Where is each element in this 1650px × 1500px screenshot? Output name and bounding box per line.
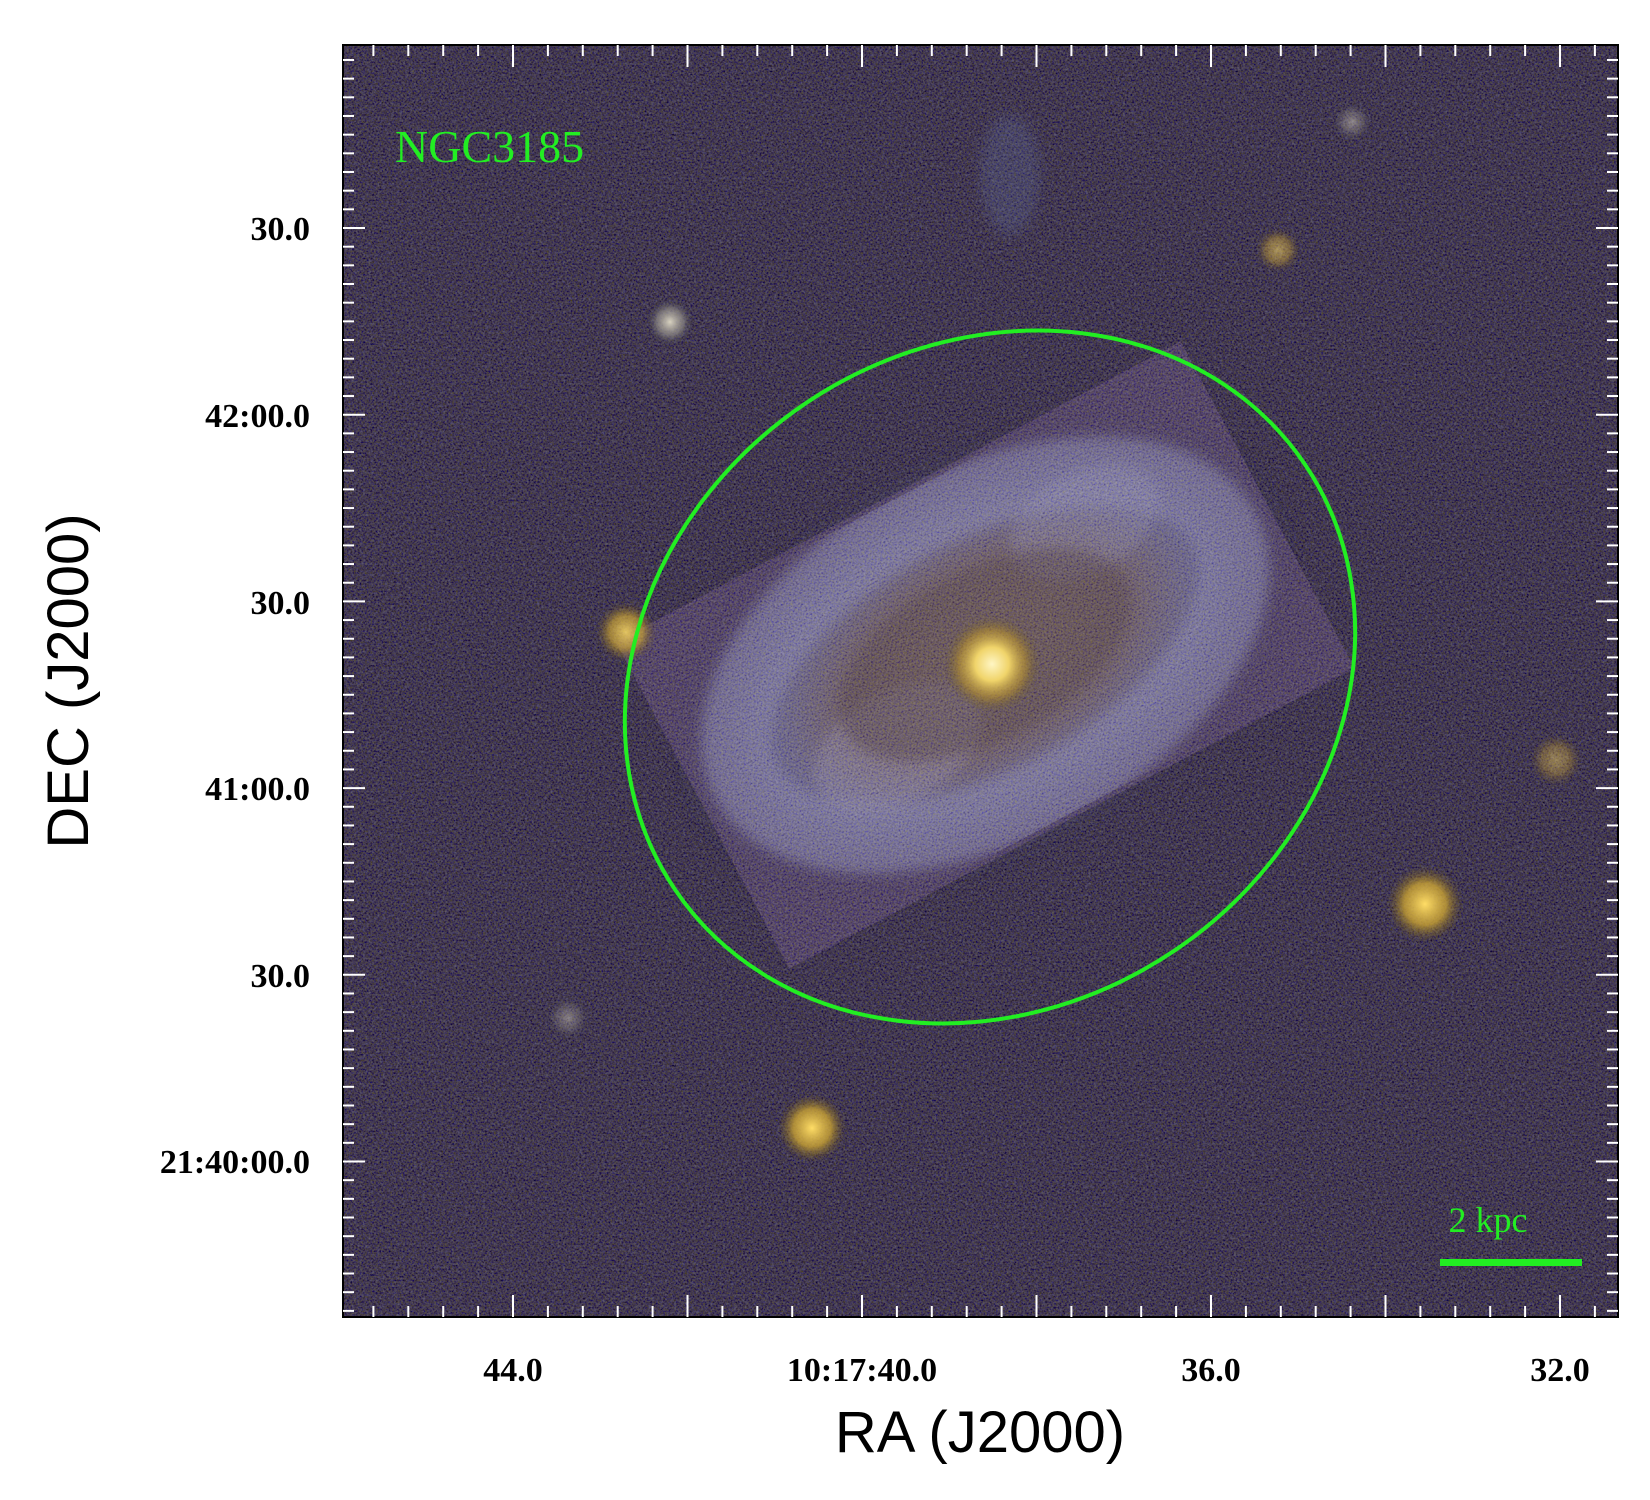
y-axis-title: DEC (J2000) <box>36 513 101 848</box>
y-tick-label: 21:40:00.0 <box>160 1144 310 1181</box>
galaxy-disk <box>680 426 1290 884</box>
x-tick-label: 10:17:40.0 <box>787 1352 937 1389</box>
aperture-ellipse <box>622 328 1358 1026</box>
image-frame <box>342 44 1619 1318</box>
scale-bar <box>1440 1259 1582 1266</box>
star-source <box>1256 228 1300 272</box>
y-tick-label: 41:00.0 <box>205 771 310 808</box>
star-source <box>1332 102 1372 142</box>
x-tick-labels: 44.0 10:17:40.0 36.0 32.0 <box>483 1352 1590 1389</box>
y-tick-label: 30.0 <box>251 585 311 622</box>
sky-image: NGC3185 2 kpc <box>343 45 1618 1317</box>
diffuse-emission <box>980 115 1040 235</box>
star-source <box>1387 866 1463 942</box>
x-tick-label: 32.0 <box>1530 1352 1590 1389</box>
galaxy-nucleus <box>944 616 1040 712</box>
x-tick-label: 36.0 <box>1181 1352 1241 1389</box>
y-tick-label: 30.0 <box>251 211 311 248</box>
y-tick-label: 30.0 <box>251 958 311 995</box>
star-source <box>596 602 656 662</box>
star-source <box>778 1094 846 1162</box>
star-source <box>646 298 694 346</box>
y-tick-label: 42:00.0 <box>205 398 310 435</box>
axis-ticks <box>343 45 1618 1317</box>
object-label: NGC3185 <box>395 121 584 172</box>
x-axis-title: RA (J2000) <box>835 1400 1125 1465</box>
scale-bar-label: 2 kpc <box>1449 1200 1528 1240</box>
y-tick-labels: 30.0 42:00.0 30.0 41:00.0 30.0 21:40:00.… <box>160 211 310 1181</box>
x-tick-label: 44.0 <box>483 1352 543 1389</box>
star-source <box>1530 734 1582 786</box>
star-source <box>546 996 590 1040</box>
